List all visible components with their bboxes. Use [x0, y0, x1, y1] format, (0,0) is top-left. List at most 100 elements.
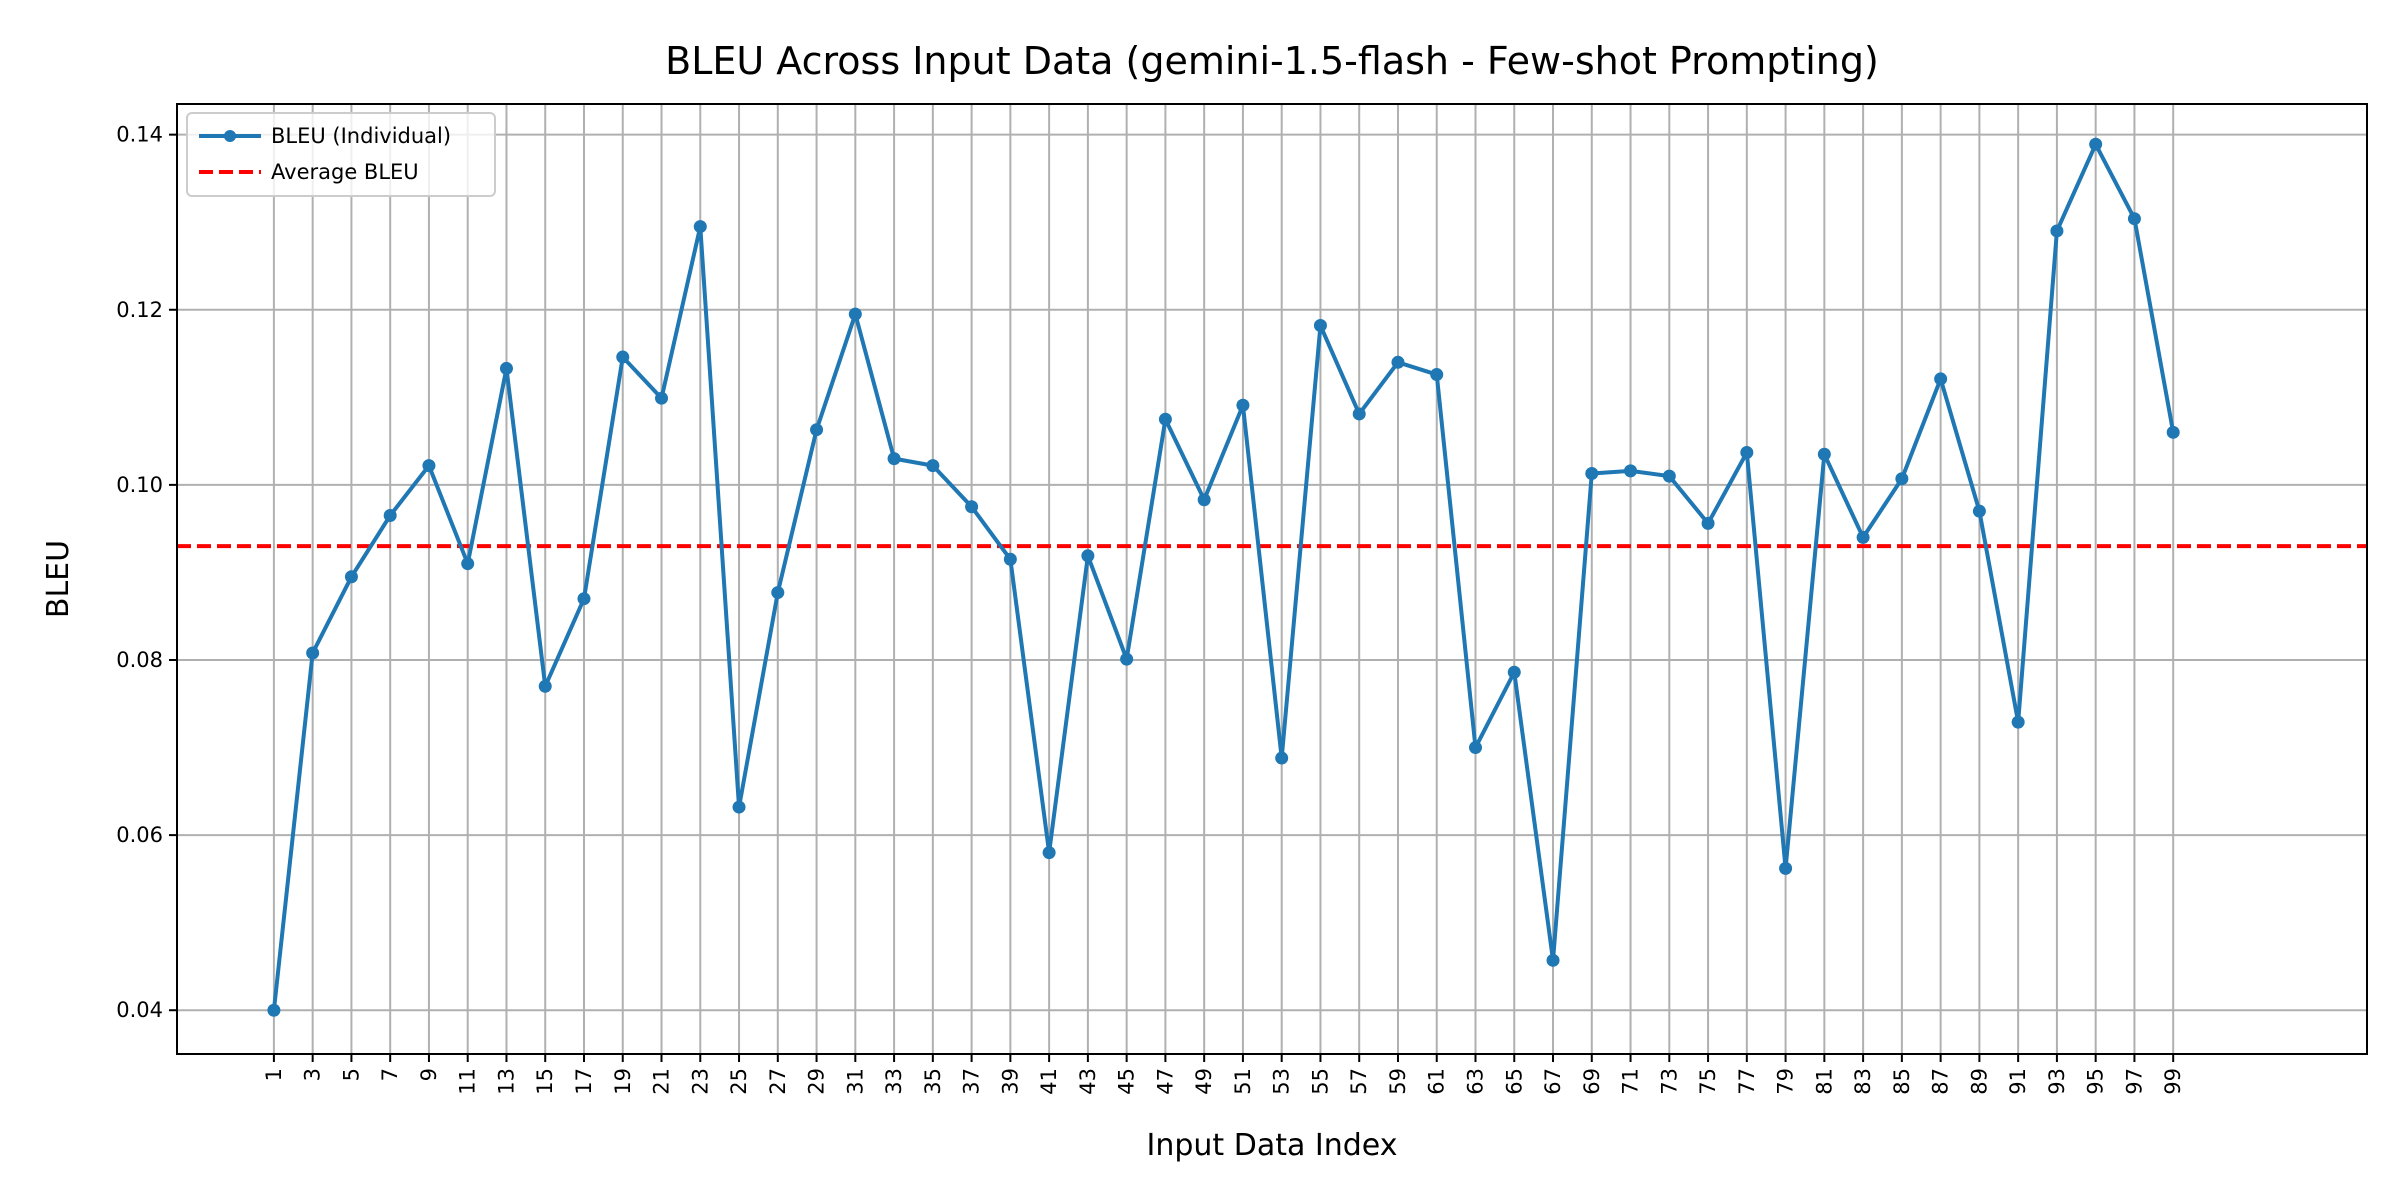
x-tick-label: 99 — [2161, 1068, 2185, 1095]
bleu-point — [2089, 137, 2103, 151]
x-tick-label: 19 — [611, 1068, 635, 1095]
x-tick-label: 33 — [882, 1068, 906, 1095]
bleu-point — [1158, 412, 1172, 426]
x-tick-label: 95 — [2084, 1068, 2108, 1095]
legend-box — [186, 112, 496, 197]
x-tick-label: 91 — [2006, 1068, 2030, 1095]
bleu-point — [2050, 224, 2064, 238]
x-tick-label: 85 — [1890, 1068, 1914, 1095]
bleu-individual-line — [271, 142, 2176, 1011]
x-tick-label: 7 — [378, 1068, 402, 1081]
x-tick-label: 25 — [727, 1068, 751, 1095]
bleu-point — [1701, 516, 1715, 530]
bleu-point — [1042, 846, 1056, 860]
bleu-point — [926, 459, 940, 473]
x-axis-label: Input Data Index — [1147, 1128, 1398, 1163]
bleu-point — [306, 646, 320, 660]
x-ticks: 1 3 5 7 9 11 13 15 17 19 21 23 25 27 29 31 33 35 37 39 41 43 4… — [262, 1054, 2185, 1095]
bleu-point — [887, 452, 901, 466]
bleu-point — [267, 1003, 281, 1017]
bleu-point — [616, 350, 630, 364]
x-tick-label: 49 — [1192, 1068, 1216, 1095]
bleu-point — [2011, 715, 2025, 729]
x-tick-label: 27 — [766, 1068, 790, 1095]
legend: BLEU (Individual) Average BLEU — [186, 112, 496, 197]
bleu-point — [1468, 741, 1482, 755]
x-tick-label: 69 — [1580, 1068, 1604, 1095]
bleu-point — [848, 307, 862, 321]
bleu-point — [422, 459, 436, 473]
y-tick-label: 0.04 — [116, 998, 163, 1022]
bleu-point — [344, 570, 358, 584]
bleu-point — [1003, 552, 1017, 566]
x-tick-label: 81 — [1812, 1068, 1836, 1095]
legend-marker-bleu-individual — [224, 130, 236, 142]
x-tick-label: 73 — [1657, 1068, 1681, 1095]
y-tick-label: 0.12 — [116, 298, 163, 322]
bleu-point — [1352, 407, 1366, 421]
bleu-point — [499, 361, 513, 375]
bleu-point — [965, 500, 979, 514]
bleu-point — [810, 423, 824, 437]
y-tick-label: 0.06 — [116, 823, 163, 847]
legend-label-average-bleu: Average BLEU — [271, 160, 419, 184]
bleu-point — [1507, 665, 1521, 679]
x-tick-label: 87 — [1929, 1068, 1953, 1095]
x-tick-label: 55 — [1308, 1068, 1332, 1095]
bleu-point — [1313, 319, 1327, 333]
x-tick-label: 3 — [301, 1068, 325, 1081]
x-tick-label: 75 — [1696, 1068, 1720, 1095]
x-tick-label: 59 — [1386, 1068, 1410, 1095]
x-tick-label: 1 — [262, 1068, 286, 1081]
bleu-point — [693, 220, 707, 234]
x-tick-label: 29 — [805, 1068, 829, 1095]
x-tick-label: 89 — [1967, 1068, 1991, 1095]
x-tick-label: 43 — [1076, 1068, 1100, 1095]
bleu-point — [1081, 549, 1095, 563]
bleu-point — [538, 679, 552, 693]
x-tick-label: 61 — [1425, 1068, 1449, 1095]
x-tick-label: 97 — [2122, 1068, 2146, 1095]
bleu-point — [1934, 372, 1948, 386]
bleu-point — [655, 391, 669, 405]
x-tick-label: 47 — [1153, 1068, 1177, 1095]
x-tick-label: 35 — [921, 1068, 945, 1095]
bleu-point — [732, 800, 746, 814]
x-tick-label: 63 — [1463, 1068, 1487, 1095]
bleu-point — [1585, 466, 1599, 480]
x-tick-label: 31 — [843, 1068, 867, 1095]
x-tick-label: 53 — [1270, 1068, 1294, 1095]
bleu-point — [771, 586, 785, 600]
x-tick-label: 67 — [1541, 1068, 1565, 1095]
x-tick-label: 77 — [1735, 1068, 1759, 1095]
y-tick-label: 0.10 — [116, 473, 163, 497]
x-tick-label: 17 — [572, 1068, 596, 1095]
bleu-point — [1430, 368, 1444, 382]
series-layer — [267, 137, 2180, 1017]
bleu-point — [1856, 530, 1870, 544]
bleu-point — [577, 592, 591, 606]
bleu-point — [1120, 652, 1134, 666]
bleu-point — [1197, 493, 1211, 507]
x-tick-label: 15 — [533, 1068, 557, 1095]
bleu-point — [1740, 445, 1754, 459]
x-tick-label: 39 — [998, 1068, 1022, 1095]
bleu-point — [383, 509, 397, 523]
bleu-point — [1624, 464, 1638, 478]
bleu-point — [461, 557, 475, 571]
x-tick-label: 65 — [1502, 1068, 1526, 1095]
x-tick-label: 57 — [1347, 1068, 1371, 1095]
bleu-point — [2166, 425, 2180, 439]
bleu-point — [1391, 355, 1405, 369]
x-tick-label: 37 — [960, 1068, 984, 1095]
y-axis-label: BLEU — [41, 540, 76, 618]
x-tick-label: 71 — [1619, 1068, 1643, 1095]
x-tick-label: 13 — [494, 1068, 518, 1095]
x-tick-label: 23 — [688, 1068, 712, 1095]
x-tick-label: 5 — [339, 1068, 363, 1081]
bleu-point — [1972, 504, 1986, 518]
x-tick-label: 93 — [2045, 1068, 2069, 1095]
x-tick-label: 79 — [1774, 1068, 1798, 1095]
chart-title: BLEU Across Input Data (gemini-1.5-flash… — [665, 39, 1879, 83]
